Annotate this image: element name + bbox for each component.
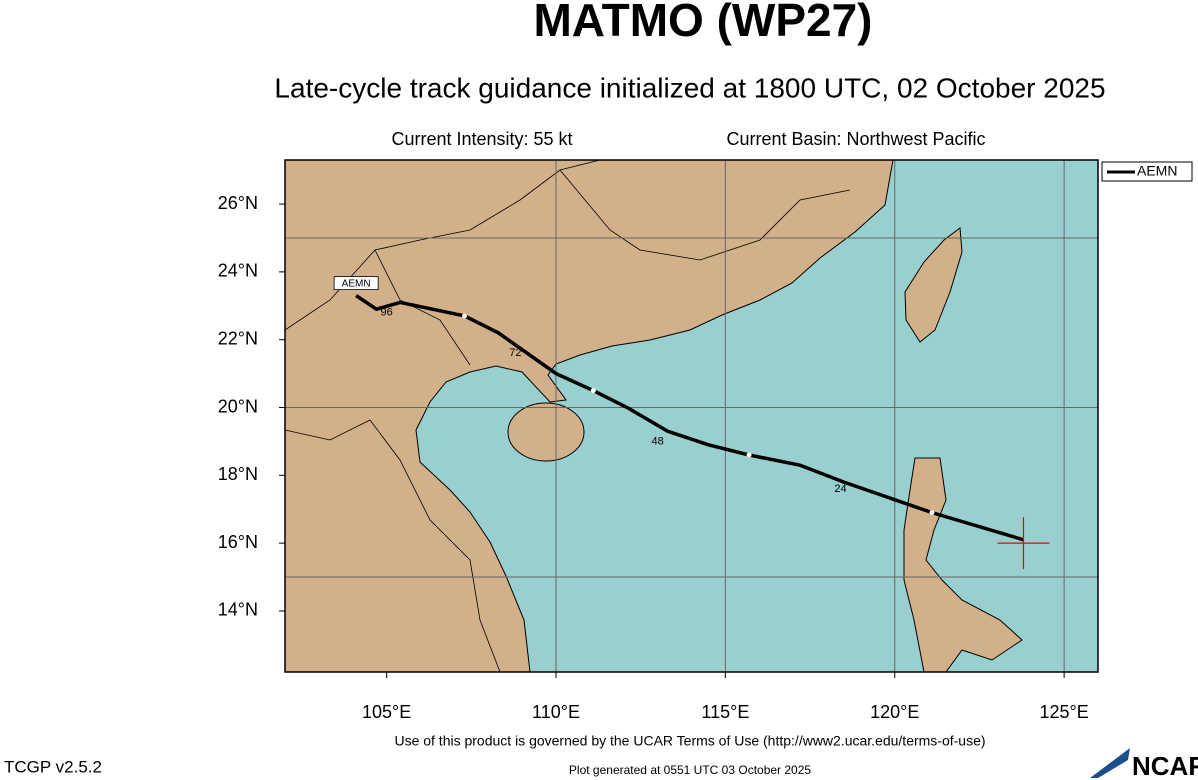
hour-label: 24 (834, 483, 846, 495)
hainan (507, 402, 585, 462)
taiwan (904, 227, 963, 343)
y-tick-label: 16°N (218, 532, 258, 552)
title: MATMO (WP27) (533, 0, 872, 46)
x-tick-label: 110°E (532, 702, 580, 722)
mainland (285, 160, 894, 672)
x-tick-label: 120°E (870, 702, 919, 722)
x-tick-label: 115°E (701, 702, 749, 722)
legend (1101, 161, 1193, 182)
hour-label: 96 (381, 306, 393, 318)
track-dot (590, 388, 596, 394)
track-dot (746, 452, 752, 458)
axes: 105°E 110°E 115°E 120°E 125°E 14°N 16°N 18°N 20°… (218, 193, 1089, 722)
map: AEMN 24 48 72 96 (285, 160, 1098, 672)
track-line (355, 294, 1024, 542)
track-dot (929, 510, 935, 516)
hour-label: 72 (509, 347, 521, 359)
terms: Use of this product is governed by the U… (394, 733, 985, 749)
track-label: AEMN (342, 278, 371, 289)
y-tick-label: 26°N (218, 193, 258, 213)
track: AEMN 24 48 72 96 (333, 276, 1050, 570)
subtitle: Late-cycle track guidance initialized at… (274, 72, 1105, 103)
logo-text: NCAR (1132, 751, 1198, 780)
x-tick-label: 125°E (1040, 702, 1089, 722)
y-tick-label: 22°N (218, 328, 258, 348)
frame (284, 159, 1099, 673)
generated: Plot generated at 0551 UTC 03 October 20… (569, 763, 811, 777)
y-tick-label: 20°N (218, 396, 258, 416)
track-dot (462, 313, 468, 319)
track-label-box (333, 276, 379, 291)
x-tick-label: 105°E (362, 702, 411, 722)
borders (285, 160, 851, 672)
legend-label: AEMN (1137, 163, 1177, 179)
y-tick-label: 24°N (218, 261, 258, 281)
intensity: Current Intensity: 55 kt (391, 129, 572, 149)
grid (285, 160, 1098, 672)
basin: Current Basin: Northwest Pacific (726, 129, 985, 149)
logo: NCAR (1090, 748, 1198, 780)
y-tick-label: 18°N (218, 464, 258, 484)
version: TCGP v2.5.2 (4, 757, 102, 776)
y-tick-label: 14°N (218, 600, 258, 620)
hour-label: 48 (652, 435, 664, 447)
